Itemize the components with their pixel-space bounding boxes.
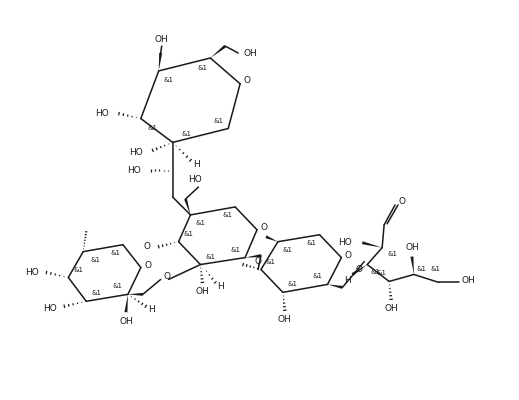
Text: HO: HO xyxy=(338,238,352,247)
Text: &1: &1 xyxy=(307,240,317,246)
Polygon shape xyxy=(159,53,162,71)
Text: H: H xyxy=(344,276,351,285)
Text: O: O xyxy=(356,265,363,274)
Text: &1: &1 xyxy=(90,256,100,262)
Text: HO: HO xyxy=(127,166,141,175)
Polygon shape xyxy=(362,241,382,248)
Text: &1: &1 xyxy=(230,247,240,253)
Text: O: O xyxy=(144,261,151,270)
Text: H: H xyxy=(217,282,224,291)
Text: HO: HO xyxy=(25,268,38,277)
Text: &1: &1 xyxy=(113,283,123,289)
Text: OH: OH xyxy=(243,48,257,58)
Polygon shape xyxy=(245,254,261,258)
Text: H: H xyxy=(193,160,200,169)
Text: &1: &1 xyxy=(182,132,192,138)
Polygon shape xyxy=(351,264,367,276)
Text: HO: HO xyxy=(129,148,143,157)
Polygon shape xyxy=(128,293,143,296)
Polygon shape xyxy=(411,256,414,274)
Text: &1: &1 xyxy=(163,77,174,83)
Text: O: O xyxy=(261,223,267,232)
Text: OH: OH xyxy=(384,304,398,313)
Text: OH: OH xyxy=(278,315,292,324)
Polygon shape xyxy=(210,45,226,58)
Text: OH: OH xyxy=(119,317,133,326)
Text: O: O xyxy=(243,76,251,85)
Text: &1: &1 xyxy=(283,247,293,253)
Text: &1: &1 xyxy=(387,251,397,257)
Text: OH: OH xyxy=(155,35,169,44)
Polygon shape xyxy=(184,198,190,215)
Text: O: O xyxy=(254,257,262,266)
Text: &1: &1 xyxy=(148,126,158,132)
Text: OH: OH xyxy=(196,287,209,296)
Text: &1: &1 xyxy=(91,290,101,296)
Text: O: O xyxy=(399,198,405,206)
Text: &1: &1 xyxy=(196,220,206,226)
Text: &1: &1 xyxy=(312,274,323,280)
Text: &1: &1 xyxy=(370,270,380,276)
Text: &1: &1 xyxy=(206,254,215,260)
Text: H: H xyxy=(148,305,155,314)
Text: &1: &1 xyxy=(73,266,83,272)
Text: &1: &1 xyxy=(376,270,386,276)
Text: OH: OH xyxy=(462,276,475,285)
Text: O: O xyxy=(345,251,352,260)
Text: HO: HO xyxy=(43,304,57,313)
Text: O: O xyxy=(144,242,151,251)
Text: &1: &1 xyxy=(431,266,441,272)
Text: &1: &1 xyxy=(266,258,276,264)
Polygon shape xyxy=(265,235,278,242)
Text: &1: &1 xyxy=(222,212,232,218)
Text: O: O xyxy=(163,272,170,281)
Polygon shape xyxy=(327,284,343,289)
Text: &1: &1 xyxy=(288,282,298,288)
Text: HO: HO xyxy=(95,109,109,118)
Text: &1: &1 xyxy=(417,266,427,272)
Text: &1: &1 xyxy=(110,250,120,256)
Text: &1: &1 xyxy=(184,231,194,237)
Text: &1: &1 xyxy=(213,118,223,124)
Text: &1: &1 xyxy=(197,65,208,71)
Polygon shape xyxy=(125,294,128,312)
Text: OH: OH xyxy=(405,243,419,252)
Text: HO: HO xyxy=(188,175,202,184)
